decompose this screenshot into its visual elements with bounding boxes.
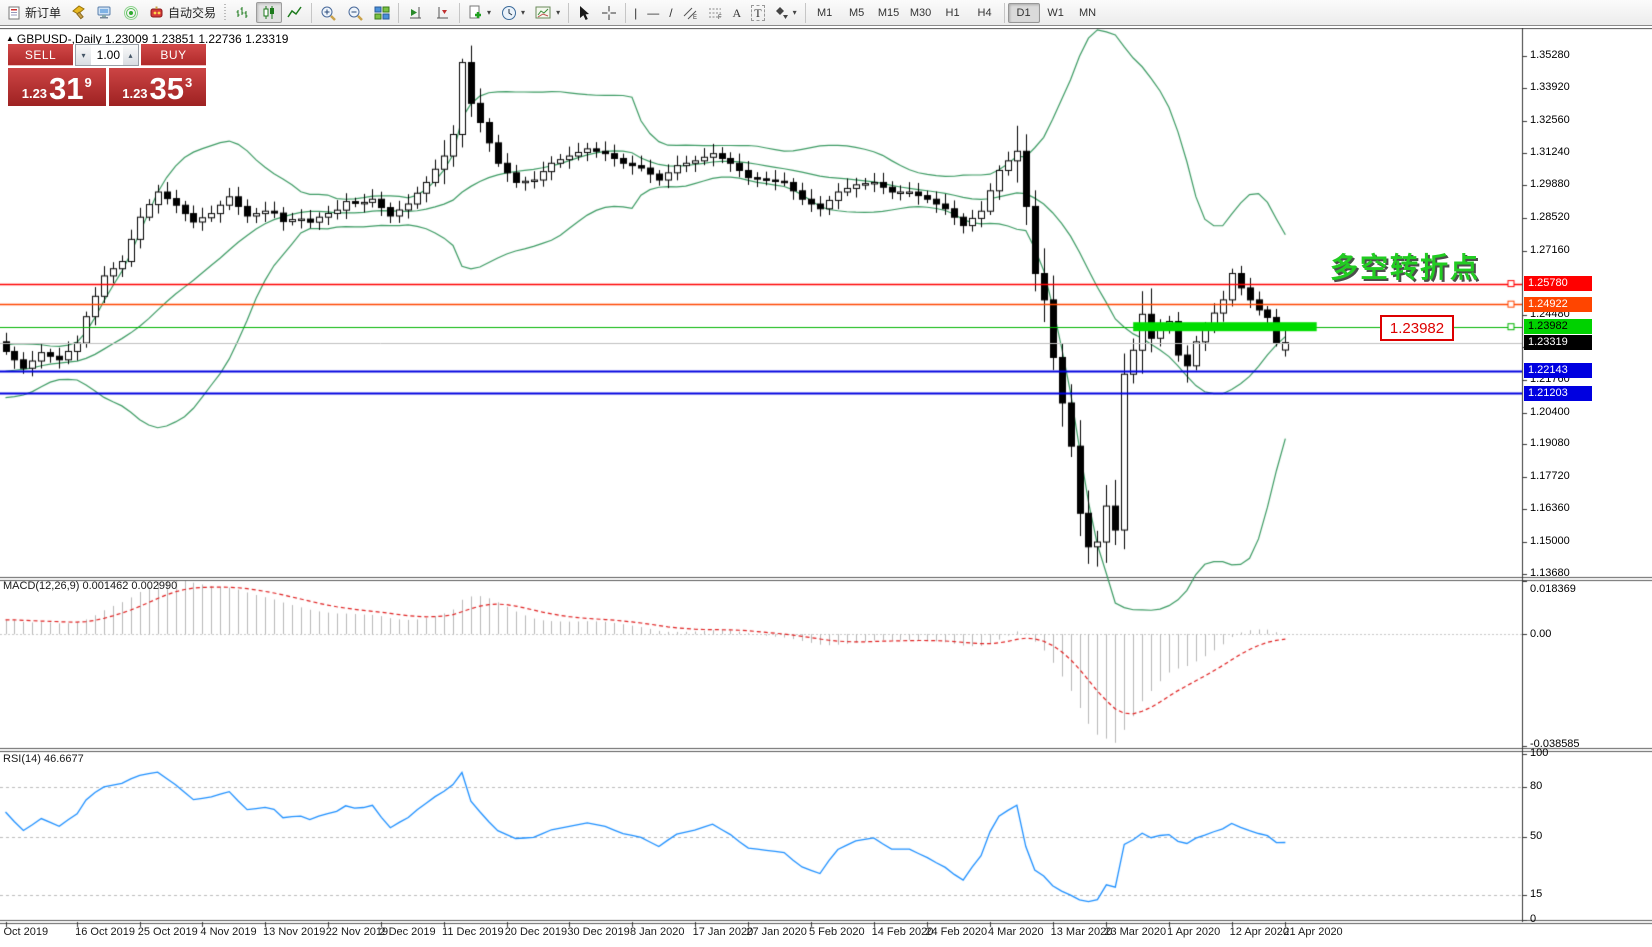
text-tool-icon: A: [732, 5, 742, 20]
new-order-label: 新订单: [25, 6, 62, 20]
arrows-dropdown-caret[interactable]: ▾: [792, 8, 797, 17]
timeframe-button-H4[interactable]: H4: [977, 6, 992, 19]
new-chart-icon: [469, 5, 482, 19]
chart-shift-button[interactable]: [429, 2, 456, 24]
algo-trading-button[interactable]: 自动交易: [144, 1, 221, 24]
volume-input[interactable]: 1.00: [96, 48, 120, 62]
zoom-out-button[interactable]: [342, 2, 369, 24]
templates-button[interactable]: ▾: [530, 2, 565, 23]
periods-dropdown-caret[interactable]: ▾: [521, 8, 526, 17]
toolbar-separator: [459, 2, 461, 23]
algo-trading-label: 自动交易: [168, 6, 217, 20]
toolbar: 新订单 自动交易 ▾ ▾: [0, 0, 1652, 26]
template-chart-icon: [535, 6, 551, 19]
new-order-icon: [8, 6, 20, 19]
line-chart-icon: [287, 6, 302, 18]
timeframe-button-M30[interactable]: M30: [909, 6, 932, 19]
timeframe-button-M15[interactable]: M15: [877, 6, 900, 19]
volume-down-button[interactable]: ▾: [76, 45, 91, 65]
chart-shift-icon: [437, 6, 449, 18]
clock-icon: [502, 5, 517, 20]
cursor-icon: [580, 5, 590, 20]
horizontal-line-icon: —: [647, 5, 660, 20]
virtual-hosting-icon: [97, 6, 111, 19]
sell-price-sup: 9: [84, 75, 92, 90]
arrows-tool-button[interactable]: ▾: [770, 3, 802, 23]
metaeditor-hammer-icon: [72, 5, 85, 20]
svg-text:E: E: [693, 15, 697, 20]
horizontal-line-tool-button[interactable]: —: [642, 3, 664, 23]
zoom-out-icon: [348, 6, 363, 21]
algo-trading-icon: [150, 6, 163, 18]
signals-button[interactable]: [118, 2, 144, 23]
turning-point-annotation[interactable]: 多空转折点: [1330, 252, 1481, 283]
toolbar-separator: [311, 2, 313, 23]
sell-price-prefix: 1.23: [21, 86, 48, 101]
candlestick-icon: [263, 6, 275, 19]
bar-chart-icon: [236, 7, 248, 18]
volume-stepper: ▾ 1.00 ▴: [75, 44, 139, 66]
periods-button[interactable]: ▾: [496, 2, 530, 24]
crosshair-icon: [602, 5, 617, 20]
sell-button[interactable]: SELL: [8, 44, 73, 66]
metaeditor-button[interactable]: [66, 2, 92, 23]
buy-price-sup: 3: [185, 75, 193, 90]
vertical-line-icon: |: [634, 5, 638, 20]
toolbar-separator: [804, 2, 806, 23]
timeframe-button-M1[interactable]: M1: [816, 6, 833, 19]
fibonacci-icon: F: [708, 8, 722, 20]
buy-price-prefix: 1.23: [122, 86, 148, 101]
timeframe-button-H1[interactable]: H1: [945, 6, 960, 19]
channel-tool-button[interactable]: E: [678, 3, 703, 23]
price-chart-canvas[interactable]: [0, 28, 1652, 947]
zoom-in-icon: [321, 6, 336, 21]
vertical-line-tool-button[interactable]: |: [629, 3, 642, 23]
price-flag-annotation[interactable]: 1.23982: [1380, 315, 1454, 341]
fibonacci-tool-button[interactable]: F: [703, 3, 728, 23]
cursor-tool-button[interactable]: [572, 2, 596, 24]
line-chart-type-button[interactable]: [282, 2, 308, 23]
volume-up-button[interactable]: ▴: [123, 45, 138, 65]
timeframe-button-D1[interactable]: D1: [1007, 2, 1040, 23]
new-chart-dropdown-caret[interactable]: ▾: [487, 8, 492, 17]
candlestick-chart-type-button[interactable]: [256, 2, 283, 23]
trendline-icon: /: [669, 5, 673, 20]
crosshair-tool-button[interactable]: [596, 2, 622, 24]
new-chart-button[interactable]: ▾: [463, 2, 496, 23]
sell-price-panel[interactable]: 1.23 31 9: [8, 68, 106, 106]
tile-windows-icon: [374, 6, 390, 20]
text-tool-button[interactable]: A: [728, 3, 747, 23]
tile-windows-button[interactable]: [369, 2, 395, 23]
auto-scroll-button[interactable]: [402, 2, 429, 24]
signals-icon: [124, 6, 139, 20]
timeframe-button-W1[interactable]: W1: [1047, 6, 1064, 19]
zoom-in-button[interactable]: [315, 2, 342, 24]
label-tool-icon: T: [751, 4, 765, 21]
channel-icon: E: [683, 7, 697, 20]
toolbar-separator: [398, 2, 400, 23]
svg-text:F: F: [718, 15, 722, 20]
buy-price-panel[interactable]: 1.23 35 3: [108, 68, 206, 106]
new-order-button[interactable]: 新订单: [2, 1, 66, 24]
trendline-tool-button[interactable]: /: [664, 3, 677, 23]
buy-price-big: 35: [149, 71, 185, 106]
sell-price-big: 31: [49, 71, 84, 106]
timeframe-button-MN[interactable]: MN: [1079, 6, 1097, 19]
one-click-trade-panel: SELL ▾ 1.00 ▴ BUY 1.23 31 9 1.23 35 3: [8, 44, 206, 106]
toolbar-separator: [625, 2, 627, 23]
auto-scroll-icon: [410, 6, 422, 18]
bar-chart-type-button[interactable]: [230, 2, 256, 23]
toolbar-drag-handle: [223, 3, 229, 22]
buy-button[interactable]: BUY: [141, 44, 206, 66]
templates-dropdown-caret[interactable]: ▾: [556, 8, 561, 17]
timeframe-button-M5[interactable]: M5: [848, 6, 865, 19]
label-tool-button[interactable]: T: [746, 2, 769, 24]
arrows-icon: [775, 6, 788, 19]
toolbar-separator: [568, 2, 570, 23]
virtual-hosting-button[interactable]: [92, 2, 118, 23]
timeframe-group: M1 M5 M15 M30 H1 H4 D1 W1 MN: [809, 2, 1104, 23]
